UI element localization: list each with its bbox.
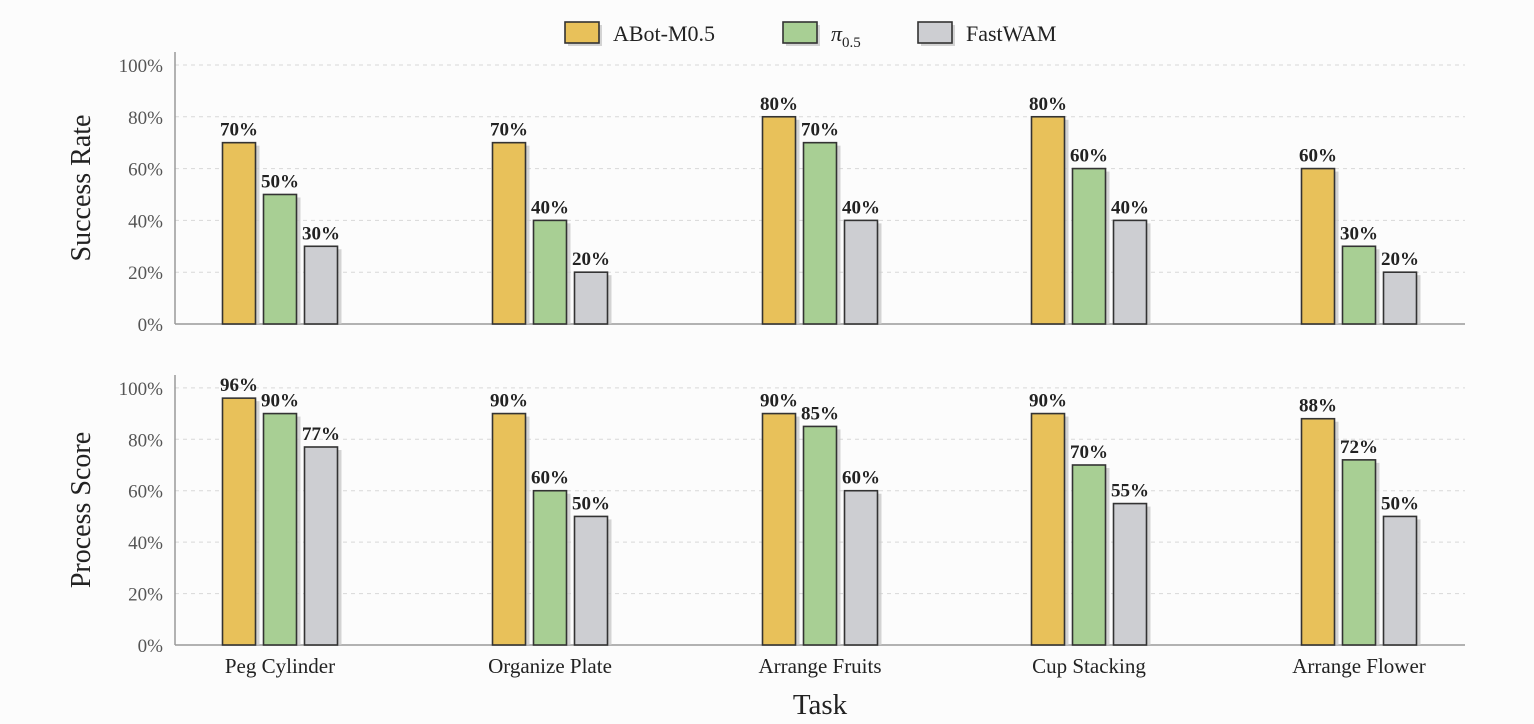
bar — [491, 412, 527, 646]
bar — [573, 515, 609, 646]
data-label: 70% — [220, 120, 258, 141]
legend-label: ABot-M0.5 — [613, 21, 715, 46]
bar — [1300, 417, 1336, 646]
bar — [1030, 115, 1066, 325]
y-tick-label: 100% — [119, 379, 164, 400]
bar — [802, 141, 838, 325]
legend-label-subscript: 0.5 — [842, 35, 861, 51]
x-tick-label: Peg Cylinder — [225, 654, 335, 678]
data-label: 88% — [1299, 396, 1337, 417]
data-label: 40% — [842, 197, 880, 218]
y-tick-label: 60% — [128, 160, 163, 181]
bar — [761, 412, 797, 646]
bar — [221, 141, 257, 325]
y-tick-label: 100% — [119, 56, 164, 77]
data-label: 55% — [1111, 481, 1149, 502]
data-label: 40% — [1111, 197, 1149, 218]
bar — [532, 219, 568, 325]
bar — [802, 425, 838, 646]
y-tick-label: 0% — [138, 636, 164, 657]
bar — [532, 489, 568, 646]
data-label: 90% — [760, 391, 798, 412]
y-tick-label: 80% — [128, 108, 163, 129]
bar — [221, 397, 257, 646]
bar — [1382, 515, 1418, 646]
data-label: 70% — [1070, 442, 1108, 463]
data-label: 80% — [1029, 94, 1067, 115]
bar — [1071, 464, 1107, 646]
bar — [1112, 219, 1148, 325]
data-label: 20% — [572, 249, 610, 270]
data-label: 50% — [572, 493, 610, 514]
bar — [843, 489, 879, 646]
legend-swatch — [564, 21, 600, 44]
y-axis-label: Process Score — [66, 432, 97, 588]
legend: ABot-M0.5 π0.5 FastWAM — [564, 21, 1056, 51]
data-label: 72% — [1340, 437, 1378, 458]
data-label: 90% — [1029, 391, 1067, 412]
bar — [843, 219, 879, 325]
data-label: 60% — [842, 468, 880, 489]
bar — [573, 271, 609, 325]
data-label: 40% — [531, 197, 569, 218]
y-tick-label: 40% — [128, 533, 163, 554]
y-tick-label: 80% — [128, 430, 163, 451]
data-label: 80% — [760, 94, 798, 115]
bar — [1071, 167, 1107, 325]
data-label: 85% — [801, 403, 839, 424]
y-tick-label: 0% — [138, 315, 164, 336]
bar — [1112, 502, 1148, 646]
data-label: 70% — [801, 120, 839, 141]
data-label: 30% — [1340, 223, 1378, 244]
legend-label: π0.5 — [831, 21, 861, 51]
data-label: 60% — [531, 468, 569, 489]
x-tick-label: Arrange Fruits — [758, 654, 881, 678]
legend-swatch — [782, 21, 818, 44]
data-label: 77% — [302, 424, 340, 445]
bar — [1341, 459, 1377, 646]
bar — [1300, 167, 1336, 325]
bar — [262, 412, 298, 646]
data-label: 50% — [261, 171, 299, 192]
legend-label-base: π — [831, 21, 843, 46]
bar — [262, 193, 298, 325]
data-label: 50% — [1381, 493, 1419, 514]
y-tick-label: 40% — [128, 211, 163, 232]
chart-panel-1: 0%20%40%60%80%100%Success Rate 70% 70%80% 8… — [66, 52, 1465, 336]
data-label: 96% — [220, 375, 258, 396]
x-tick-label: Arrange Flower — [1292, 654, 1426, 678]
x-tick-label: Organize Plate — [488, 654, 612, 678]
bar — [761, 115, 797, 325]
bar — [491, 141, 527, 325]
bar — [303, 245, 339, 325]
x-axis-label: Task — [793, 689, 848, 721]
bar — [1382, 271, 1418, 325]
bar — [303, 446, 339, 646]
data-label: 60% — [1299, 146, 1337, 167]
data-label: 20% — [1381, 249, 1419, 270]
data-label: 90% — [261, 391, 299, 412]
y-tick-label: 20% — [128, 263, 163, 284]
y-tick-label: 20% — [128, 585, 163, 606]
bar — [1341, 245, 1377, 325]
legend-label: FastWAM — [966, 21, 1056, 46]
data-label: 60% — [1070, 146, 1108, 167]
data-label: 70% — [490, 120, 528, 141]
bar — [1030, 412, 1066, 646]
data-label: 90% — [490, 391, 528, 412]
y-tick-label: 60% — [128, 482, 163, 503]
data-label: 30% — [302, 223, 340, 244]
x-tick-label: Cup Stacking — [1032, 654, 1146, 678]
y-axis-label: Success Rate — [66, 115, 97, 262]
legend-swatch — [917, 21, 953, 44]
